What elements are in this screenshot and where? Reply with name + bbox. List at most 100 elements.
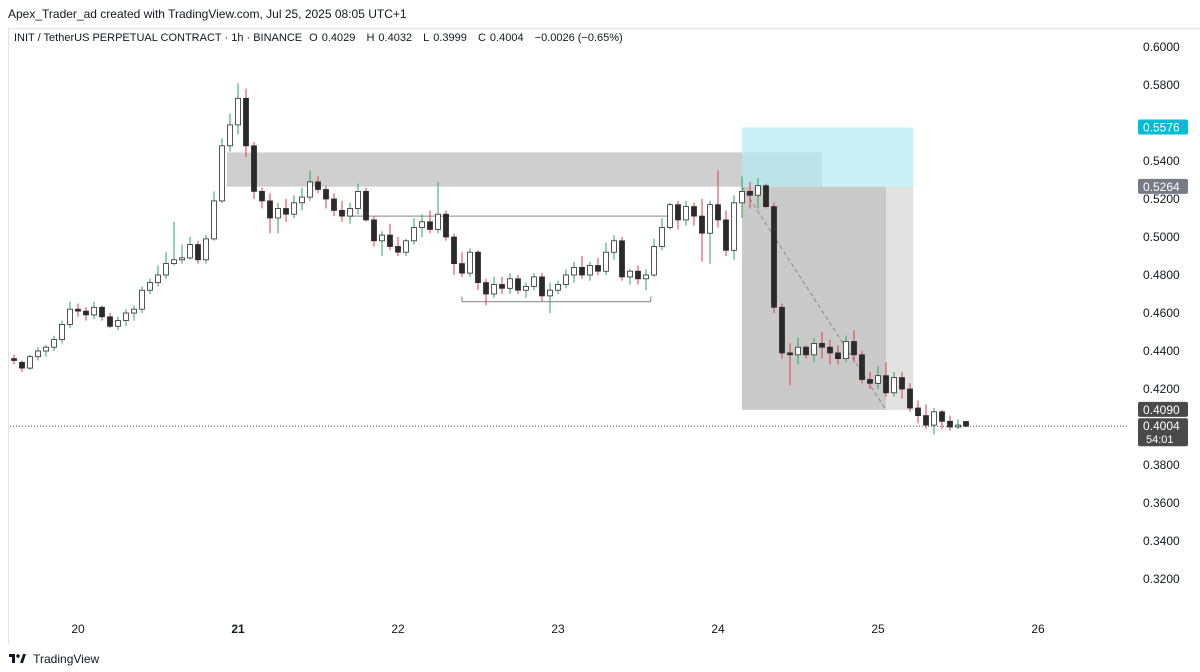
candle-body	[187, 244, 193, 259]
candle-body	[147, 282, 153, 291]
countdown-text: 54:01	[1146, 434, 1174, 446]
footer-brand[interactable]: TradingView	[33, 652, 100, 666]
candle-body	[403, 240, 409, 253]
candle-body	[43, 346, 49, 352]
candle-body	[227, 124, 233, 147]
candle-body	[923, 415, 929, 426]
candle	[899, 371, 905, 399]
candle	[563, 269, 569, 289]
candle	[907, 383, 913, 412]
candle	[851, 330, 857, 363]
candle	[323, 185, 329, 209]
candle	[187, 237, 193, 260]
candle-body	[675, 204, 681, 221]
candle-body	[323, 189, 329, 200]
candle-body	[571, 266, 577, 276]
candle	[259, 187, 265, 209]
high-number: 0.4032	[378, 32, 413, 44]
price-label-text: 0.5264	[1143, 180, 1180, 194]
candle	[787, 343, 793, 386]
candle-body	[643, 274, 649, 280]
candle-body	[635, 270, 641, 280]
candle-body	[539, 276, 545, 297]
candle-body	[251, 145, 257, 192]
candle-body	[179, 257, 185, 261]
candle-body	[731, 202, 737, 251]
candle-body	[795, 346, 801, 356]
y-tick-label: 0.4400	[1143, 344, 1180, 358]
candle-body	[667, 204, 673, 228]
candle	[835, 345, 841, 365]
candle-body	[347, 208, 353, 217]
symbol-name[interactable]: INIT / TetherUS PERPETUAL CONTRACT · 1h …	[14, 32, 303, 44]
candle	[331, 193, 337, 217]
candle-body	[651, 246, 657, 276]
candle-body	[363, 190, 369, 221]
candlestick-chart[interactable]: 0.6000 0.5800 0.5400 0.5200 0.5000 0.4800 0.46…	[0, 0, 1200, 646]
candle-body	[819, 342, 825, 348]
candle-body	[371, 219, 377, 242]
candle	[803, 345, 809, 359]
candle-body	[499, 284, 505, 289]
candle-body	[595, 265, 601, 272]
x-tick-label: 24	[711, 622, 725, 636]
candle	[403, 238, 409, 256]
candle-body	[707, 204, 713, 234]
candle-body	[75, 308, 81, 312]
candle	[315, 176, 321, 194]
candle-body	[99, 306, 105, 318]
candle	[667, 202, 673, 230]
candle	[387, 223, 393, 251]
candle	[523, 282, 529, 298]
candle-body	[875, 375, 881, 384]
x-tick-label: 22	[391, 622, 405, 636]
candle-body	[171, 259, 177, 264]
target-zone	[742, 127, 914, 187]
candle	[443, 210, 449, 241]
candles	[11, 83, 969, 435]
candle-body	[35, 350, 41, 358]
y-tick-label: 0.6000	[1143, 40, 1180, 54]
candle	[195, 240, 201, 264]
candle	[419, 214, 425, 237]
candle	[75, 303, 81, 317]
candle-body	[611, 240, 617, 253]
candle-body	[235, 97, 241, 126]
candle	[235, 83, 241, 135]
close-value: C 0.4004	[478, 32, 528, 44]
candle-body	[531, 276, 537, 287]
candle	[579, 256, 585, 279]
candle	[283, 199, 289, 222]
candle	[467, 248, 473, 277]
candle-body	[891, 377, 897, 394]
candle	[627, 269, 633, 285]
x-tick-label: 20	[71, 622, 85, 636]
candle	[483, 278, 489, 306]
candle-body	[139, 289, 145, 310]
candle-body	[475, 251, 481, 283]
candle-body	[523, 285, 529, 291]
candle-body	[83, 310, 89, 316]
low-label: L	[423, 32, 430, 44]
candle	[499, 276, 505, 294]
candle	[947, 415, 953, 431]
candle	[755, 178, 761, 209]
candle	[595, 257, 601, 275]
candle	[715, 170, 721, 228]
price-axis[interactable]: 0.6000 0.5800 0.5400 0.5200 0.5000 0.4800 0.46…	[1143, 40, 1180, 586]
y-tick-label: 0.5000	[1143, 230, 1180, 244]
attribution-text: Apex_Trader_ad created with TradingView.…	[8, 7, 407, 21]
open-number: 0.4029	[321, 32, 356, 44]
candle-body	[859, 354, 865, 380]
candle	[763, 183, 769, 209]
candle	[699, 199, 705, 262]
candle-body	[835, 352, 841, 359]
candle	[43, 345, 49, 357]
time-axis[interactable]: 20 21 22 23 24 25 26	[71, 622, 1045, 636]
candle-body	[867, 379, 873, 384]
candle-body	[275, 208, 281, 219]
candle-body	[851, 341, 857, 356]
low-value: L 0.3999	[423, 32, 471, 44]
candle-body	[483, 282, 489, 295]
